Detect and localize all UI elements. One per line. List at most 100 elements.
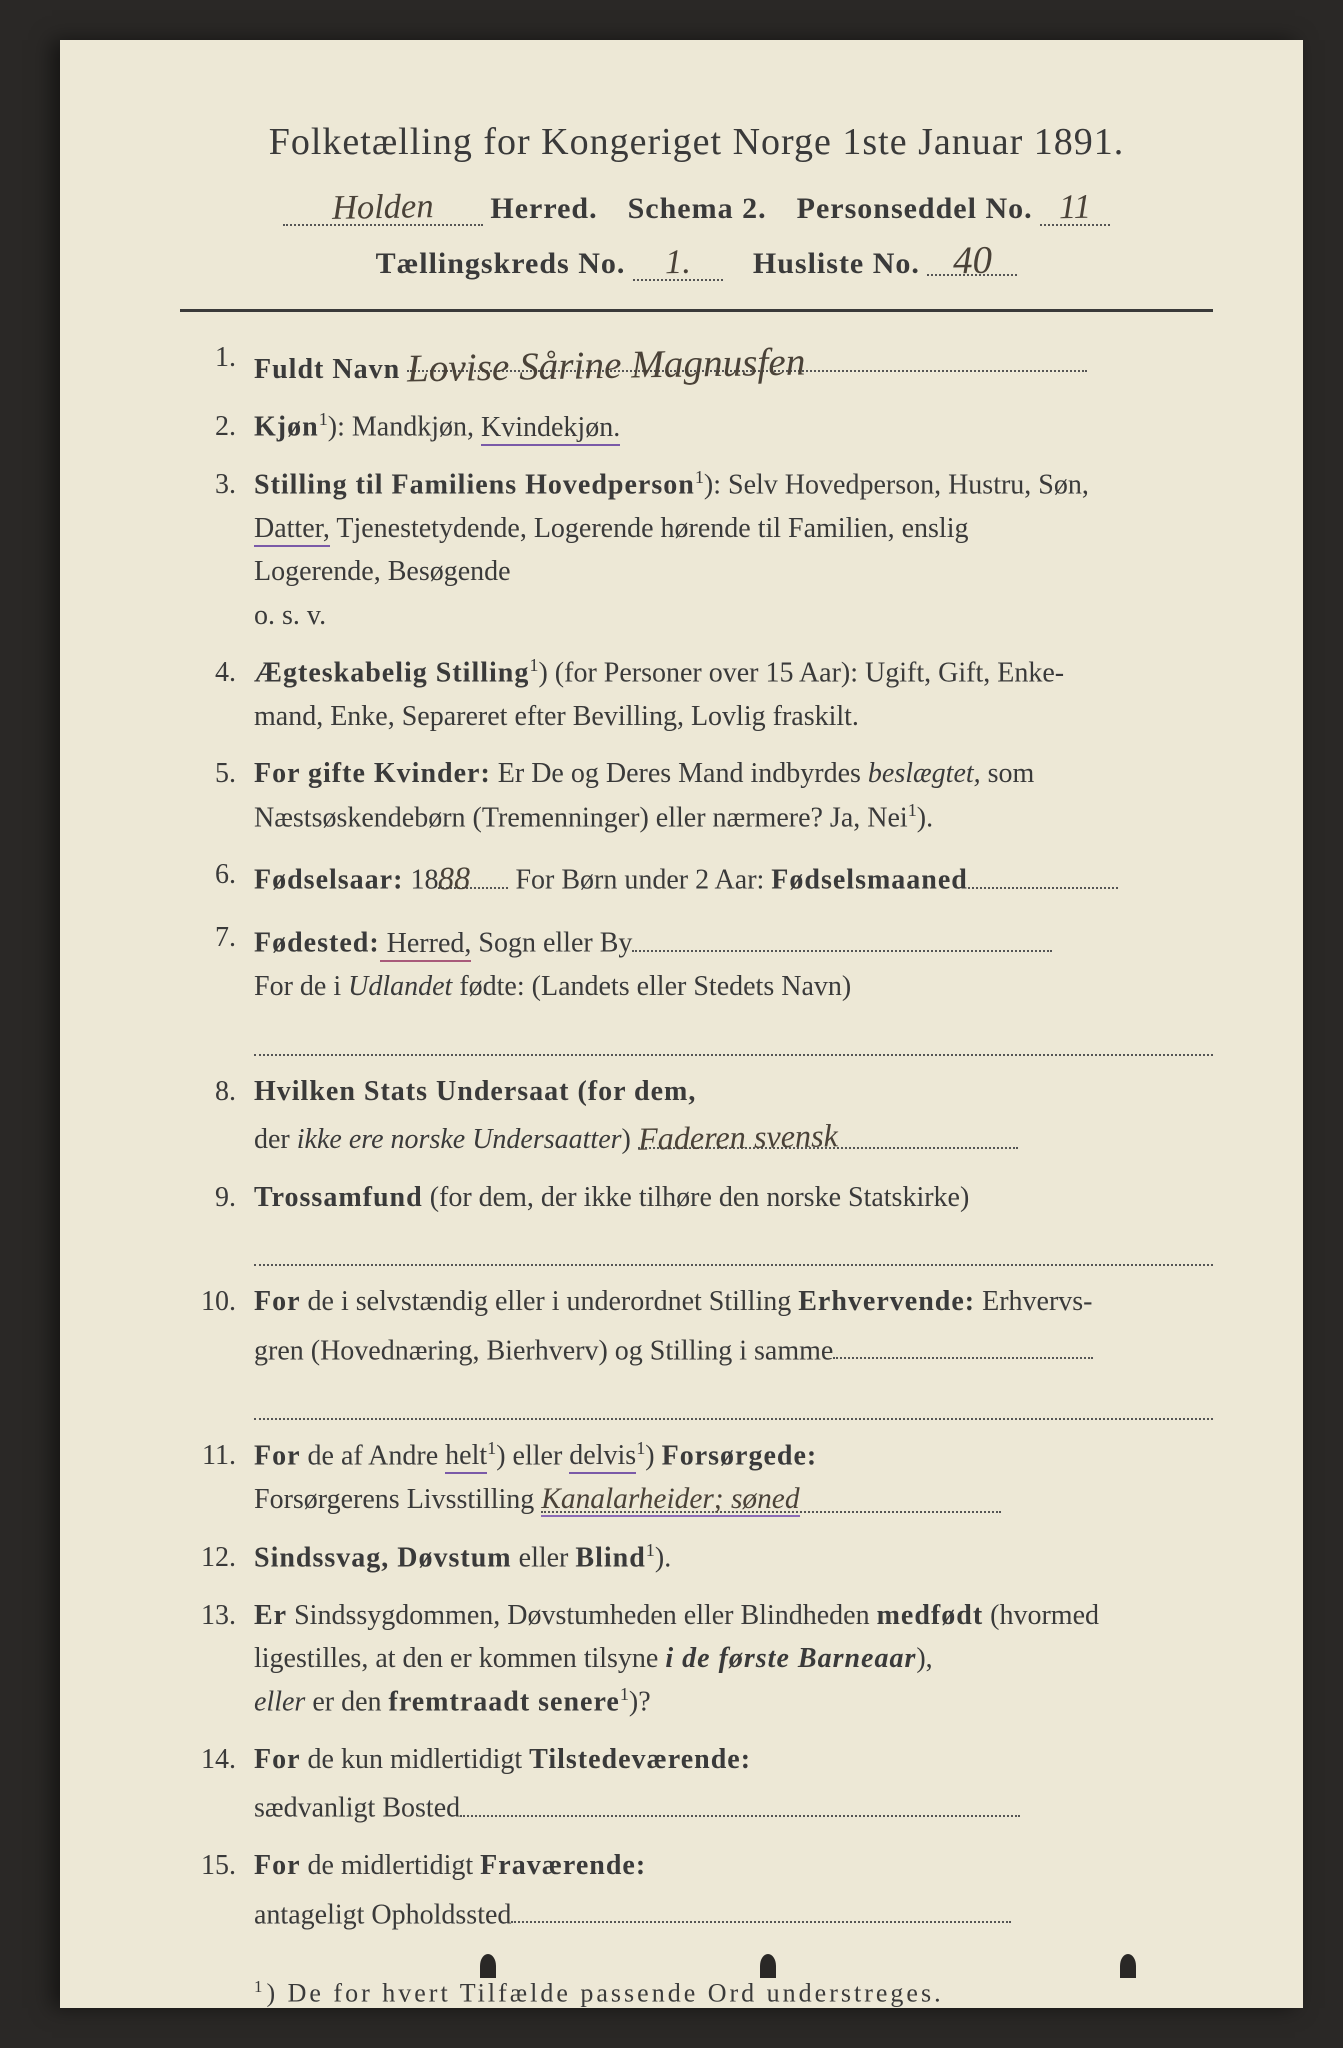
page-tear bbox=[480, 1954, 496, 1978]
entry-5: 5. For gifte Kvinder: Er De og Deres Man… bbox=[180, 752, 1213, 839]
aegteskab-line2: mand, Enke, Separeret efter Bevilling, L… bbox=[254, 701, 859, 732]
page-tear bbox=[760, 1954, 776, 1978]
udlandet-b: fødte: (Landets eller Stedets Navn) bbox=[452, 971, 851, 1002]
datter-underlined: Datter, bbox=[254, 513, 330, 547]
stilling-line3: Logerende, Besøgende bbox=[254, 556, 511, 587]
entry-num: 3. bbox=[180, 463, 254, 637]
header-line-1: Holden Herred. Schema 2. Personseddel No… bbox=[180, 188, 1213, 226]
kjon-label: Kjøn bbox=[254, 412, 319, 443]
entry-1: 1. Fuldt Navn Lovise Sårine Magnusfen bbox=[180, 336, 1213, 391]
entry-num: 9. bbox=[180, 1176, 254, 1267]
sindssvag-label: Sindssvag, Døvstum bbox=[254, 1542, 512, 1573]
footnote-ref: 1 bbox=[908, 800, 917, 820]
herred-label: Herred. bbox=[490, 192, 597, 225]
undersaat-hw: Faderen svensk bbox=[637, 1111, 838, 1164]
entry-num: 11. bbox=[180, 1434, 254, 1522]
fodsel-rest: For Børn under 2 Aar: bbox=[508, 865, 771, 896]
divider bbox=[180, 309, 1213, 312]
undersaat-italic: ikke ere norske Undersaatter bbox=[297, 1124, 622, 1155]
footnote-sup: 1 bbox=[254, 1977, 266, 1996]
year-prefix: 18 bbox=[403, 865, 438, 896]
e11-mid: ) eller bbox=[496, 1440, 569, 1471]
entry-7: 7. Fødested: Herred, Sogn eller By For d… bbox=[180, 916, 1213, 1056]
medfodt: medfødt bbox=[877, 1600, 984, 1631]
entry-14: 14. For de kun midlertidigt Tilstedevære… bbox=[180, 1738, 1213, 1830]
e14-for: For bbox=[254, 1744, 301, 1775]
entry-12: 12. Sindssvag, Døvstum eller Blind1). bbox=[180, 1536, 1213, 1580]
e15-for: For bbox=[254, 1850, 301, 1881]
husliste-label: Husliste No. bbox=[753, 247, 920, 280]
undersaat-line2a: der bbox=[254, 1124, 297, 1155]
livsstilling-hw: Kanalarheider; søned bbox=[541, 1483, 799, 1517]
entry-num: 10. bbox=[180, 1280, 254, 1420]
gifte-rest1: Er De og Deres Mand indbyrdes bbox=[491, 758, 868, 789]
e13-line2a: ligestilles, at den er kommen tilsyne bbox=[254, 1643, 665, 1674]
header-line-2: Tællingskreds No. 1. Husliste No. 40 bbox=[180, 238, 1213, 281]
gifte-kvinder-label: For gifte Kvinder: bbox=[254, 758, 491, 789]
beslaegtet: beslægtet, bbox=[868, 758, 981, 789]
e11-line2: Forsørgerens Livsstilling bbox=[254, 1484, 534, 1515]
entry-4: 4. Ægteskabelig Stilling1) (for Personer… bbox=[180, 651, 1213, 738]
entry-6: 6. Fødselsaar: 1888 For Børn under 2 Aar… bbox=[180, 853, 1213, 902]
e11-rest1: de af Andre bbox=[301, 1440, 446, 1471]
footnote-text: ) De for hvert Tilfælde passende Ord und… bbox=[266, 1978, 943, 2007]
entry-num: 7. bbox=[180, 916, 254, 1056]
footnote-ref: 1 bbox=[636, 1438, 645, 1458]
erhvervende: Erhvervende: bbox=[798, 1286, 975, 1317]
year-hw: 88 bbox=[438, 854, 471, 904]
footnote-ref: 1 bbox=[620, 1684, 629, 1704]
e13-line3: er den bbox=[305, 1687, 388, 1718]
entry-13: 13. Er Sindssygdommen, Døvstumheden elle… bbox=[180, 1594, 1213, 1725]
trossamfund-rest: (for dem, der ikke tilhøre den norske St… bbox=[423, 1182, 970, 1213]
fuldt-navn-hw: Lovise Sårine Magnusfen bbox=[407, 333, 806, 401]
entry-num: 14. bbox=[180, 1738, 254, 1830]
entry-8: 8. Hvilken Stats Undersaat (for dem, der… bbox=[180, 1070, 1213, 1162]
entry-9: 9. Trossamfund (for dem, der ikke tilhør… bbox=[180, 1176, 1213, 1267]
gifte-line2: Næstsøskendebørn (Tremenninger) eller næ… bbox=[254, 802, 908, 833]
footnote-ref: 1 bbox=[695, 467, 704, 487]
e12-rest: eller bbox=[512, 1542, 576, 1573]
udlandet-a: For de i bbox=[254, 971, 348, 1002]
stilling-label: Stilling til Familiens Hovedperson bbox=[254, 469, 695, 500]
gifte-rest2: som bbox=[981, 758, 1035, 789]
kvindekjon-underlined: Kvindekjøn. bbox=[481, 412, 620, 446]
entry-num: 13. bbox=[180, 1594, 254, 1725]
e15-line2: antageligt Opholdssted bbox=[254, 1899, 511, 1930]
barneaar: i de første Barneaar bbox=[665, 1643, 916, 1674]
footnote-ref: 1 bbox=[487, 1438, 496, 1458]
entry-3: 3. Stilling til Familiens Hovedperson1):… bbox=[180, 463, 1213, 637]
entry-num: 15. bbox=[180, 1844, 254, 1936]
entry-num: 2. bbox=[180, 405, 254, 449]
entry-11: 11. For de af Andre helt1) eller delvis1… bbox=[180, 1434, 1213, 1522]
fodested-label: Fødested: bbox=[254, 928, 380, 959]
entry-num: 1. bbox=[180, 336, 254, 391]
personseddel-label: Personseddel No. bbox=[797, 192, 1033, 225]
herred-underlined: Herred, bbox=[380, 928, 472, 962]
fodselsaar-label: Fødselsaar: bbox=[254, 865, 403, 896]
undersaat-line2b: ) bbox=[622, 1124, 631, 1155]
census-form-page: Folketælling for Kongeriget Norge 1ste J… bbox=[60, 40, 1303, 2008]
entry-2: 2. Kjøn1): Mandkjøn, Kvindekjøn. bbox=[180, 405, 1213, 449]
entry-num: 12. bbox=[180, 1536, 254, 1580]
fravaerende: Fraværende: bbox=[480, 1850, 646, 1881]
schema-label: Schema 2. bbox=[628, 192, 767, 225]
udlandet-italic: Udlandet bbox=[348, 971, 452, 1002]
entry-10: 10. For de i selvstændig eller i underor… bbox=[180, 1280, 1213, 1420]
footnote-ref: 1 bbox=[646, 1540, 655, 1560]
e14-rest: de kun midlertidigt bbox=[301, 1744, 530, 1775]
entry-num: 4. bbox=[180, 651, 254, 738]
page-tear bbox=[1120, 1954, 1136, 1978]
forsorgede: Forsørgede: bbox=[662, 1440, 818, 1471]
stilling-line1: ): Selv Hovedperson, Hustru, Søn, bbox=[704, 469, 1089, 500]
personseddel-no-hw: 11 bbox=[1059, 188, 1092, 228]
entry-15: 15. For de midlertidigt Fraværende: anta… bbox=[180, 1844, 1213, 1936]
trossamfund-label: Trossamfund bbox=[254, 1182, 423, 1213]
trossamfund-fill bbox=[254, 1225, 1213, 1266]
footnote-ref: 1 bbox=[319, 409, 328, 429]
husliste-hw: 40 bbox=[953, 238, 993, 284]
kjon-options: ): Mandkjøn, bbox=[328, 412, 481, 443]
gifte-end: ). bbox=[917, 802, 933, 833]
e12-end: ). bbox=[655, 1542, 671, 1573]
e13-er: Er bbox=[254, 1600, 287, 1631]
stilling-line4: o. s. v. bbox=[254, 600, 326, 631]
